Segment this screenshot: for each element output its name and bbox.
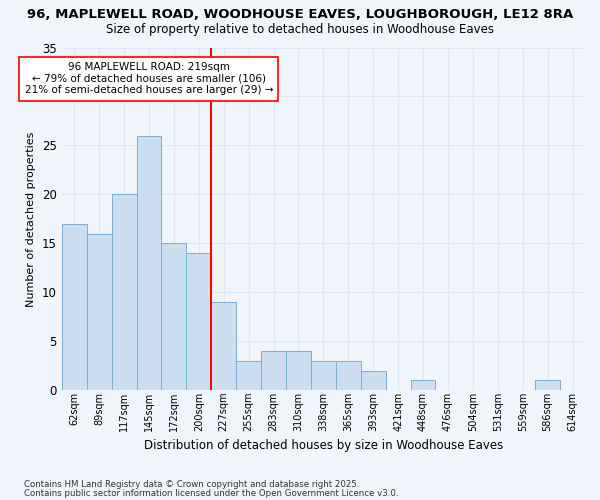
Y-axis label: Number of detached properties: Number of detached properties — [26, 131, 37, 306]
Bar — [286, 351, 311, 391]
Bar — [361, 370, 386, 390]
Bar — [261, 351, 286, 391]
Bar — [410, 380, 436, 390]
Bar — [311, 361, 336, 390]
Bar — [535, 380, 560, 390]
X-axis label: Distribution of detached houses by size in Woodhouse Eaves: Distribution of detached houses by size … — [144, 440, 503, 452]
Bar — [137, 136, 161, 390]
Bar — [112, 194, 137, 390]
Bar — [211, 302, 236, 390]
Text: 96, MAPLEWELL ROAD, WOODHOUSE EAVES, LOUGHBOROUGH, LE12 8RA: 96, MAPLEWELL ROAD, WOODHOUSE EAVES, LOU… — [27, 8, 573, 20]
Text: Size of property relative to detached houses in Woodhouse Eaves: Size of property relative to detached ho… — [106, 22, 494, 36]
Bar — [86, 234, 112, 390]
Text: 96 MAPLEWELL ROAD: 219sqm
← 79% of detached houses are smaller (106)
21% of semi: 96 MAPLEWELL ROAD: 219sqm ← 79% of detac… — [25, 62, 273, 96]
Text: Contains public sector information licensed under the Open Government Licence v3: Contains public sector information licen… — [24, 488, 398, 498]
Bar — [62, 224, 86, 390]
Text: Contains HM Land Registry data © Crown copyright and database right 2025.: Contains HM Land Registry data © Crown c… — [24, 480, 359, 489]
Bar — [161, 244, 187, 390]
Bar — [187, 253, 211, 390]
Bar — [236, 361, 261, 390]
Bar — [336, 361, 361, 390]
